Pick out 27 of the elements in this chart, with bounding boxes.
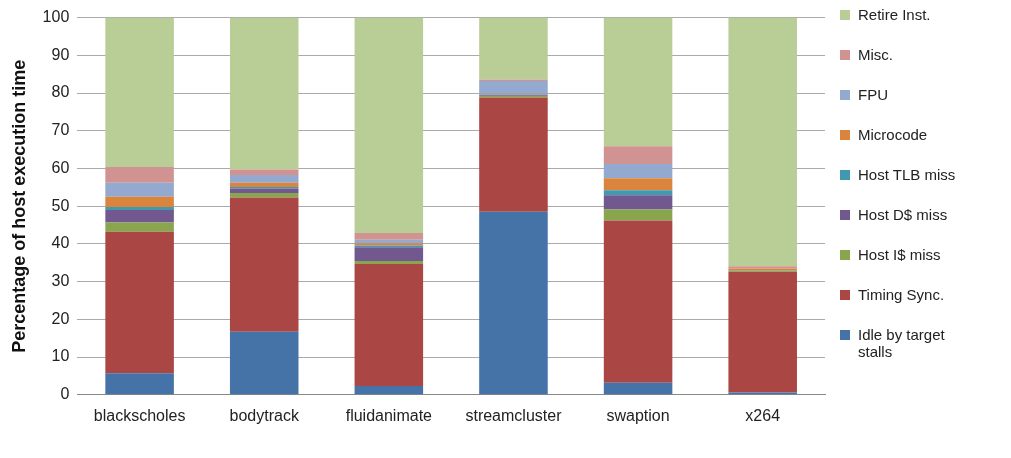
x-tick-label: blackscholes <box>93 406 186 424</box>
y-tick-label: 50 <box>51 196 70 214</box>
legend-label: Idle by target stalls <box>858 326 946 360</box>
legend-label: FPU <box>858 86 888 103</box>
y-tick-label: 60 <box>51 158 70 176</box>
legend-label: Microcode <box>858 126 928 143</box>
x-tick-label: swaption <box>606 406 670 424</box>
y-tick-label: 80 <box>51 83 70 101</box>
y-tick-label: 40 <box>51 234 70 252</box>
legend-label: Host D$ miss <box>858 206 948 223</box>
y-tick-label: 90 <box>51 45 70 63</box>
legend-label: Host TLB miss <box>858 166 956 183</box>
legend-label: Misc. <box>858 46 893 63</box>
y-tick-label: 30 <box>51 272 70 290</box>
y-tick-label: 0 <box>60 385 70 403</box>
y-tick-label: 100 <box>42 8 70 26</box>
y-axis-title: Percentage of host execution time <box>8 59 29 353</box>
legend-label: Retire Inst. <box>858 6 931 23</box>
y-tick-label: 10 <box>51 347 70 365</box>
y-tick-label: 70 <box>51 121 70 139</box>
x-tick-label: bodytrack <box>229 406 300 424</box>
x-tick-label: fluidanimate <box>345 406 433 424</box>
x-tick-label: streamcluster <box>465 406 563 424</box>
y-tick-label: 20 <box>51 309 70 327</box>
legend-label: Host I$ miss <box>858 246 941 263</box>
x-tick-label: x264 <box>745 406 781 424</box>
legend-label: Timing Sync. <box>858 286 945 303</box>
